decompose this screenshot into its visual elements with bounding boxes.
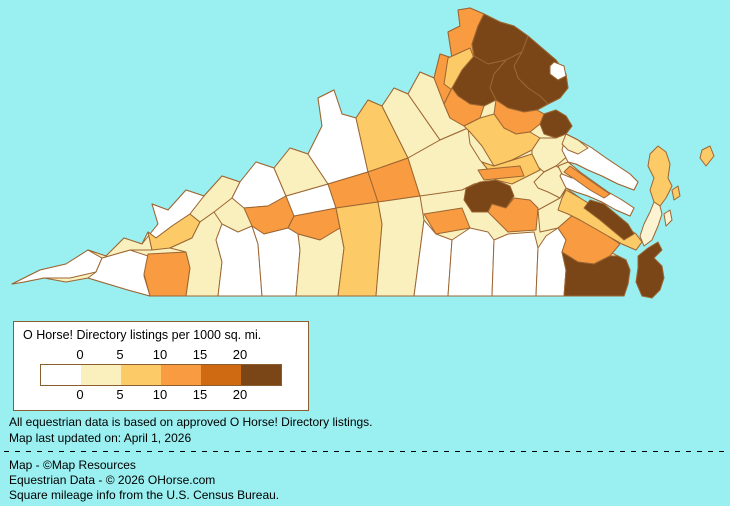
county-region: [143, 251, 191, 297]
tick-label: 0: [76, 387, 84, 402]
virginia-map: [11, 7, 715, 299]
county-region: [549, 61, 567, 81]
legend-swatch-4: [201, 365, 241, 385]
credit-map-resources: Map - ©Map Resources: [9, 458, 136, 472]
tick-label: 20: [232, 347, 248, 362]
tick-label: 20: [232, 387, 248, 402]
county-region: [477, 165, 525, 181]
county-region: [563, 165, 611, 199]
county-region: [491, 231, 539, 297]
county-region: [583, 199, 635, 241]
tick-label: 15: [192, 387, 208, 402]
county-region: [561, 133, 589, 155]
county-region: [539, 109, 573, 139]
note-data-source: All equestrian data is based on approved…: [9, 415, 373, 429]
dashed-divider: [4, 451, 726, 452]
county-region: [663, 209, 673, 227]
tick-label: 0: [76, 347, 84, 362]
legend-swatch-5: [241, 365, 281, 385]
county-region: [451, 55, 507, 107]
tick-label: 15: [192, 347, 208, 362]
tick-label: 5: [116, 387, 124, 402]
credit-equestrian-data: Equestrian Data - © 2026 OHorse.com: [9, 473, 216, 487]
legend-swatch-3: [161, 365, 201, 385]
legend-swatch-2: [121, 365, 161, 385]
legend-ticks-top: 0 5 10 15 20: [14, 347, 308, 362]
county-region: [447, 227, 495, 297]
tick-label: 10: [152, 387, 168, 402]
legend-color-bar: [40, 364, 282, 386]
tick-label: 5: [116, 347, 124, 362]
county-region: [635, 241, 665, 299]
legend: O Horse! Directory listings per 1000 sq.…: [13, 321, 309, 411]
county-region: [561, 251, 631, 297]
legend-swatch-0: [41, 365, 81, 385]
credit-square-mileage: Square mileage info from the U.S. Census…: [9, 488, 280, 502]
note-last-updated: Map last updated on: April 1, 2026: [9, 431, 192, 445]
legend-ticks-bottom: 0 5 10 15 20: [14, 387, 308, 402]
county-region: [699, 145, 715, 167]
legend-title: O Horse! Directory listings per 1000 sq.…: [23, 328, 262, 342]
tick-label: 10: [152, 347, 168, 362]
county-region: [639, 201, 663, 247]
legend-swatch-1: [81, 365, 121, 385]
county-region: [647, 145, 673, 207]
county-region: [671, 185, 681, 201]
county-region: [487, 197, 539, 233]
